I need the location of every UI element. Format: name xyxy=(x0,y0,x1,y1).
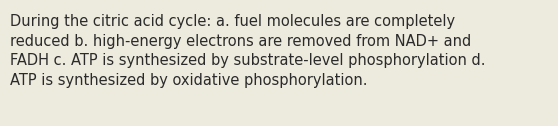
Text: During the citric acid cycle: a. fuel molecules are completely
reduced b. high-e: During the citric acid cycle: a. fuel mo… xyxy=(10,14,485,88)
